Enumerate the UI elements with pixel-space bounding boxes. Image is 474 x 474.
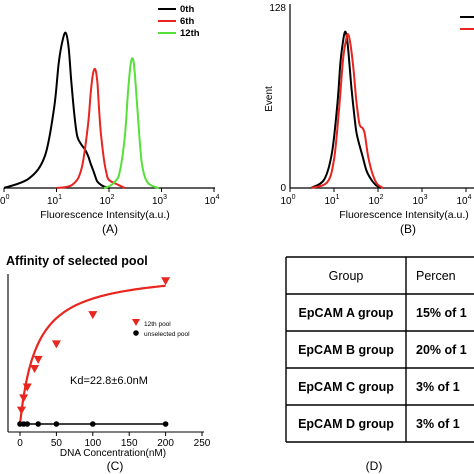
panel-b-y-zero-label: 0 bbox=[280, 183, 286, 194]
panel-a-curves bbox=[3, 31, 160, 189]
panel-c-label: (C) bbox=[107, 459, 124, 473]
point-unselected-pool bbox=[35, 421, 41, 427]
table-cell: EpCAM C group bbox=[298, 380, 394, 394]
point-unselected-pool bbox=[90, 421, 96, 427]
x-tick-label: 100 bbox=[84, 438, 101, 449]
table-cell: 20% of 1 bbox=[416, 343, 467, 357]
table-cell: EpCAM D group bbox=[298, 417, 394, 431]
x-tick-base: 10 bbox=[0, 196, 6, 207]
panel-c-title: Affinity of selected pool bbox=[6, 254, 148, 268]
point-12th-pool bbox=[30, 365, 40, 374]
x-tick-base: 10 bbox=[99, 196, 111, 207]
table-header-cell: Group bbox=[329, 269, 364, 283]
point-unselected-pool bbox=[24, 421, 31, 427]
curve-series-1 bbox=[310, 33, 384, 189]
panel-c-x-label: DNA Concentration(nM) bbox=[60, 448, 166, 459]
panel-b-x-label: Fluorescence Intensity(a.u.) bbox=[339, 209, 469, 221]
legend-label-12th-pool: 12th pool bbox=[144, 321, 171, 328]
x-tick-exponent: 4 bbox=[216, 194, 220, 201]
x-tick-label: 104 bbox=[204, 194, 219, 207]
panel-b-x-ticks: 100 101 102 103 104 bbox=[280, 188, 472, 207]
panel-a-x-label: Fluorescence Intensity(a.u.) bbox=[40, 209, 170, 221]
point-12th-pool bbox=[51, 340, 61, 349]
legend-label-unselected-pool: unselected pool bbox=[144, 331, 190, 338]
legend-marker-unselected-pool bbox=[133, 330, 139, 336]
point-unselected-pool bbox=[53, 421, 60, 427]
legend-label-0th: 0th bbox=[180, 4, 194, 15]
x-tick-label: 102 bbox=[99, 194, 114, 207]
x-tick-exponent: 3 bbox=[424, 194, 428, 201]
panel-b-label: (B) bbox=[400, 222, 416, 236]
x-tick-exponent: 1 bbox=[58, 194, 62, 201]
point-12th-pool bbox=[19, 394, 29, 403]
point-unselected-pool bbox=[162, 421, 169, 427]
panel-d-table: Group Percen EpCAM A group 15% of 1 EpCAM B … bbox=[285, 256, 474, 443]
point-12th-pool bbox=[33, 355, 43, 364]
panel-c-fit-curves bbox=[18, 284, 166, 425]
x-tick-base: 10 bbox=[368, 196, 380, 207]
panel-c-x-ticks: 0 50 100 150 200 250 bbox=[17, 432, 211, 449]
panel-c: Affinity of selected pool 0 50 100 150 200 25… bbox=[6, 254, 211, 473]
table-cell: 3% of 1 bbox=[416, 380, 460, 394]
x-tick-label: 100 bbox=[0, 194, 10, 207]
point-12th-pool bbox=[88, 311, 98, 320]
fit-curve-12th-pool bbox=[18, 284, 166, 425]
curve-0th bbox=[3, 31, 110, 189]
x-tick-label: 103 bbox=[412, 194, 427, 207]
panel-b-legend bbox=[460, 16, 474, 30]
point-12th-pool bbox=[161, 277, 171, 286]
x-tick-base: 10 bbox=[412, 196, 424, 207]
panel-a-label: (A) bbox=[102, 222, 118, 236]
table-cell: 15% of 1 bbox=[416, 306, 467, 320]
x-tick-base: 10 bbox=[152, 196, 164, 207]
x-tick-exponent: 0 bbox=[6, 194, 10, 201]
panel-b-curves bbox=[310, 30, 384, 189]
curve-6th bbox=[56, 67, 126, 189]
x-tick-label: 100 bbox=[280, 194, 295, 207]
legend-label-6th: 6th bbox=[180, 16, 194, 27]
table-cell: 3% of 1 bbox=[416, 417, 460, 431]
table-header-cell: Percen bbox=[416, 269, 456, 283]
x-tick-label: 101 bbox=[324, 194, 339, 207]
x-tick-label: 250 bbox=[194, 438, 211, 449]
x-tick-label: 150 bbox=[121, 438, 138, 449]
x-tick-exponent: 0 bbox=[292, 194, 296, 201]
x-tick-base: 10 bbox=[204, 196, 216, 207]
panel-d-label: (D) bbox=[366, 459, 383, 473]
point-12th-pool bbox=[22, 383, 32, 392]
curve-series-0 bbox=[310, 30, 382, 189]
x-tick-base: 10 bbox=[280, 196, 292, 207]
x-tick-exponent: 2 bbox=[380, 194, 384, 201]
x-tick-exponent: 4 bbox=[468, 194, 472, 201]
legend-label-12th: 12th bbox=[180, 28, 200, 39]
panel-c-legend: 12th pool unselected pool bbox=[132, 319, 190, 338]
x-tick-exponent: 2 bbox=[111, 194, 115, 201]
x-tick-label: 103 bbox=[152, 194, 167, 207]
x-tick-base: 10 bbox=[324, 196, 336, 207]
panel-b: 128 0 Event 100 101 102 103 104 Fluorescence… bbox=[264, 3, 474, 236]
point-12th-pool bbox=[16, 406, 26, 415]
x-tick-base: 10 bbox=[47, 196, 59, 207]
x-tick-base: 10 bbox=[456, 196, 468, 207]
x-tick-exponent: 1 bbox=[336, 194, 340, 201]
panel-c-kd-annotation: Kd=22.8±6.0nM bbox=[70, 375, 148, 387]
x-tick-label: 200 bbox=[157, 438, 174, 449]
panel-c-points bbox=[16, 277, 171, 427]
legend-marker-12th-pool bbox=[132, 319, 140, 326]
table-cell: EpCAM A group bbox=[299, 306, 394, 320]
x-tick-label: 0 bbox=[17, 438, 23, 449]
x-tick-label: 104 bbox=[456, 194, 471, 207]
x-tick-label: 102 bbox=[368, 194, 383, 207]
curve-12th bbox=[103, 57, 160, 189]
panel-b-y-label: Event bbox=[264, 86, 275, 112]
panel-b-y-top-label: 128 bbox=[269, 3, 286, 14]
x-tick-label: 50 bbox=[51, 438, 63, 449]
table-cell: EpCAM B group bbox=[298, 343, 394, 357]
x-tick-label: 101 bbox=[47, 194, 62, 207]
x-tick-exponent: 3 bbox=[163, 194, 167, 201]
